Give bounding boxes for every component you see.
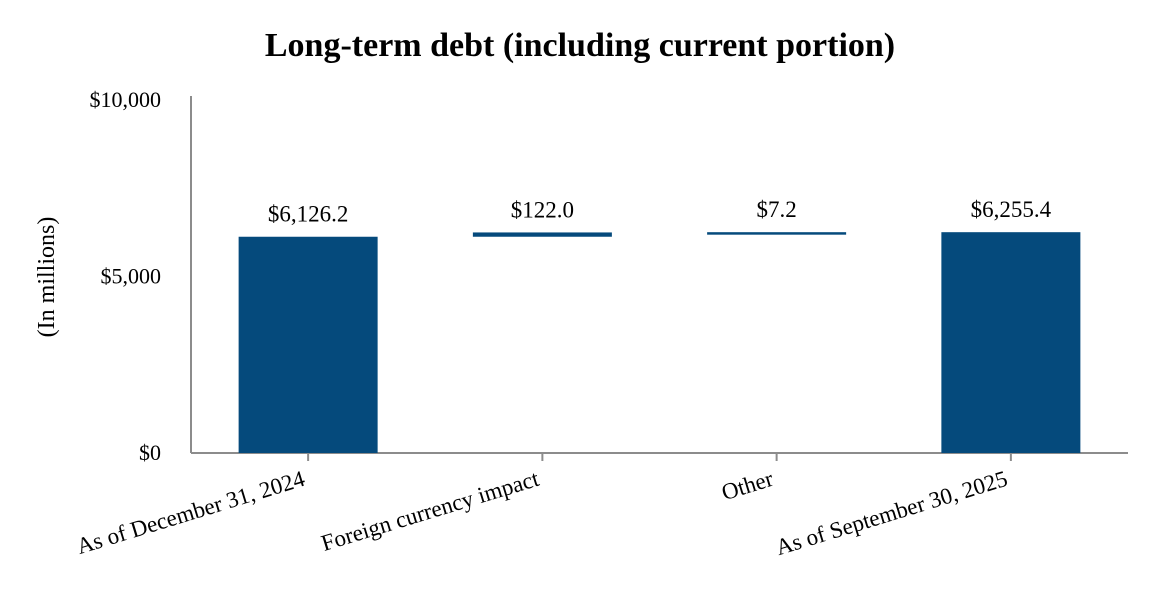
chart-marks: $0 $5,000 $10,000 $6,126.2 As of December 31… xyxy=(74,87,1128,560)
data-label: $6,126.2 xyxy=(268,202,349,227)
bar-delta xyxy=(707,232,847,235)
data-label: $6,255.4 xyxy=(971,197,1052,222)
y-tick-label: $5,000 xyxy=(101,264,162,289)
chart-title: Long-term debt (including current portio… xyxy=(265,27,895,64)
y-tick-label: $10,000 xyxy=(90,87,162,112)
y-tick-label: $0 xyxy=(139,440,161,465)
x-category-label: Other xyxy=(719,466,777,505)
x-category-label: As of September 30, 2025 xyxy=(773,466,1011,560)
y-axis-label: (In millions) xyxy=(34,217,60,338)
data-label: $122.0 xyxy=(511,197,574,222)
x-category-label: As of December 31, 2024 xyxy=(74,466,308,559)
data-label: $7.2 xyxy=(757,197,797,222)
bar-total xyxy=(238,236,378,453)
x-category-label: Foreign currency impact xyxy=(318,466,542,556)
bar-delta xyxy=(472,232,612,237)
bar-total xyxy=(941,232,1081,453)
